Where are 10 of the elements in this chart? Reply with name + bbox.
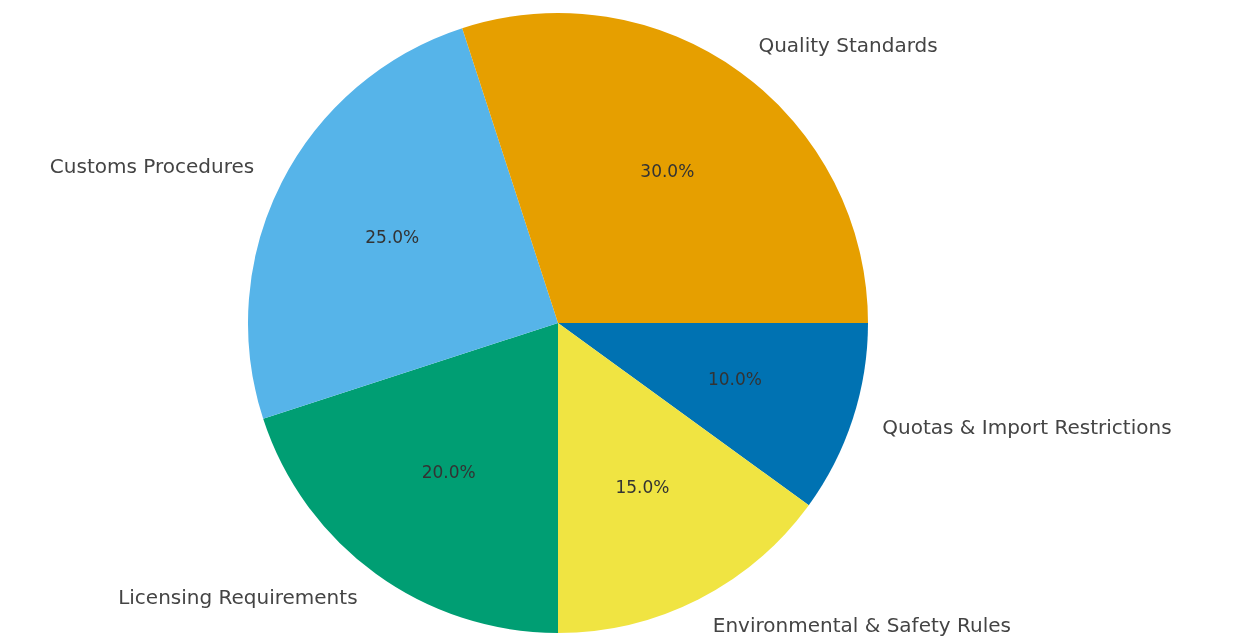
data-label: 30.0% [640,160,695,181]
slice-label: Environmental & Safety Rules [712,613,1011,638]
slice-label: Quality Standards [758,33,938,58]
data-label: 20.0% [421,461,476,482]
data-label: 15.0% [615,477,670,498]
data-label: 25.0% [365,226,420,247]
data-label: 10.0% [707,368,762,389]
slice-label: Quotas & Import Restrictions [882,414,1172,439]
slice-label: Customs Procedures [49,154,255,179]
slice-label: Licensing Requirements [118,585,358,610]
